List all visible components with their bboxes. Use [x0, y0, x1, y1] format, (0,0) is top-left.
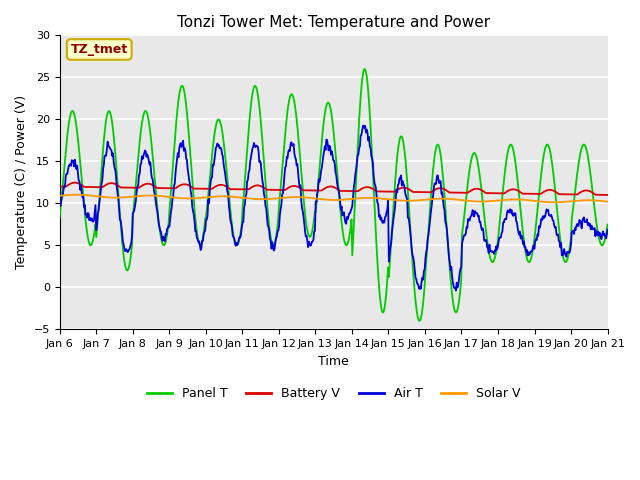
Text: TZ_tmet: TZ_tmet — [70, 43, 128, 56]
Legend: Panel T, Battery V, Air T, Solar V: Panel T, Battery V, Air T, Solar V — [141, 383, 525, 406]
X-axis label: Time: Time — [318, 355, 349, 368]
Title: Tonzi Tower Met: Temperature and Power: Tonzi Tower Met: Temperature and Power — [177, 15, 490, 30]
Y-axis label: Temperature (C) / Power (V): Temperature (C) / Power (V) — [15, 96, 28, 269]
